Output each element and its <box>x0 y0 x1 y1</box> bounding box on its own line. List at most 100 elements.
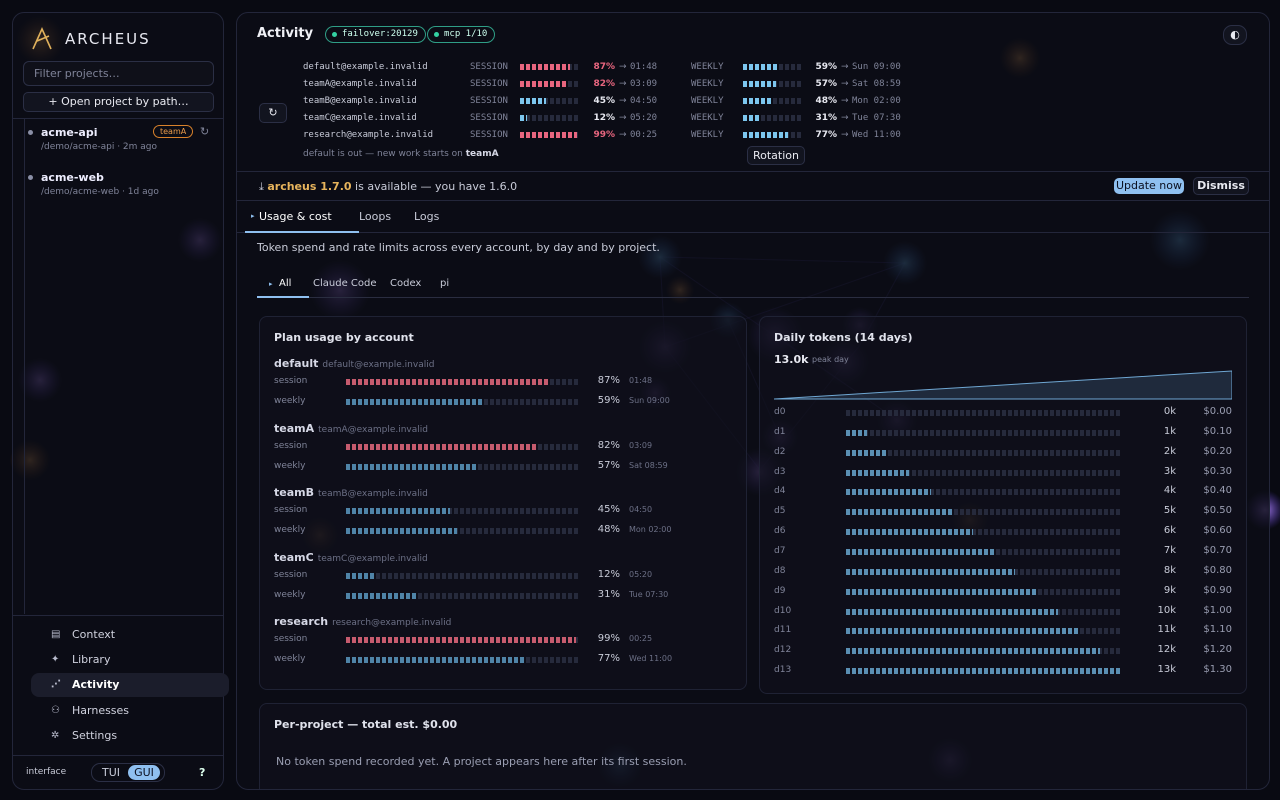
filter-marker: ▸ <box>269 280 273 288</box>
weekly-label: WEEKLY <box>691 96 724 106</box>
refresh-icon[interactable]: ↻ <box>200 125 210 138</box>
weekly-pct: 59% <box>597 395 620 406</box>
weekly-label: weekly <box>274 460 306 471</box>
day-label: d7 <box>774 545 786 556</box>
cost-label: $0.80 <box>1203 564 1232 576</box>
status-badge: mcp 1/10 <box>427 26 496 43</box>
session-label: session <box>274 440 308 451</box>
divider <box>237 232 1269 233</box>
token-bar <box>846 588 1037 595</box>
filter-tab[interactable]: Codex <box>390 278 422 289</box>
day-label: d5 <box>774 506 786 517</box>
main: Activity failover:20129 mcp 1/10 ◐ ↻ def… <box>236 12 1270 790</box>
sparkline-area <box>774 370 1232 400</box>
token-bar <box>846 529 973 536</box>
session-reset: 05:20 <box>629 569 653 579</box>
update-notice: ⤓ archeus 1.7.0 is available — you have … <box>259 180 517 194</box>
token-bar-track <box>846 588 1121 595</box>
help-button[interactable]: ? <box>199 766 206 779</box>
nav-item[interactable]: ⋰ Activity <box>31 673 229 697</box>
project-name[interactable]: acme-web <box>41 171 104 184</box>
weekly-reset: Wed 11:00 <box>852 130 901 140</box>
weekly-pct: 48% <box>815 96 837 106</box>
weekly-label: WEEKLY <box>691 62 724 72</box>
reset-arrow: → <box>619 79 627 89</box>
nav-label: Context <box>72 628 116 641</box>
dismiss-button[interactable]: Dismiss <box>1193 177 1249 195</box>
session-reset: 05:20 <box>630 113 658 123</box>
token-bar <box>846 628 1079 635</box>
plus-icon: + <box>48 95 62 108</box>
token-label: 5k <box>1163 505 1176 517</box>
theme-button[interactable]: ◐ <box>1223 25 1247 45</box>
project-name[interactable]: acme-api <box>41 126 98 139</box>
toggle-option[interactable]: TUI <box>101 766 120 779</box>
weekly-reset: Mon 02:00 <box>852 96 901 106</box>
tree-line <box>24 119 25 614</box>
nav-icon: ✦ <box>51 654 60 665</box>
session-bar-track <box>346 637 578 643</box>
tab[interactable]: Usage & cost <box>259 210 332 223</box>
open-project-button[interactable]: + Open project by path… <box>23 92 214 112</box>
nav-label: Harnesses <box>72 704 130 717</box>
note-text: default is out — new work starts on <box>303 149 463 159</box>
account-email: teamB@example.invalid <box>303 96 417 106</box>
divider <box>257 297 1249 298</box>
update-version: archeus 1.7.0 <box>267 180 352 193</box>
nav-item[interactable]: ▤ Context <box>31 623 229 647</box>
weekly-bar-track <box>743 64 801 70</box>
token-label: 9k <box>1163 584 1176 596</box>
session-bar <box>520 98 547 104</box>
token-bar <box>846 548 995 555</box>
token-bar-track <box>846 548 1121 555</box>
tab-underline <box>245 231 359 233</box>
weekly-label: WEEKLY <box>691 79 724 89</box>
weekly-bar <box>346 463 479 470</box>
weekly-pct: 77% <box>815 130 837 140</box>
session-bar <box>346 508 451 514</box>
nav-item[interactable]: ⚇ Harnesses <box>31 699 229 723</box>
nav-item[interactable]: ✲ Settings <box>31 724 229 748</box>
refresh-button[interactable]: ↻ <box>259 103 287 123</box>
filter-tab[interactable]: All <box>279 278 292 289</box>
weekly-label: WEEKLY <box>691 113 724 123</box>
cost-label: $1.20 <box>1203 644 1232 656</box>
weekly-reset: Sun 09:00 <box>629 396 670 405</box>
session-reset: 04:50 <box>629 505 653 514</box>
session-pct: 12% <box>597 568 620 580</box>
update-button[interactable]: Update now <box>1114 178 1184 194</box>
rotation-button[interactable]: Rotation <box>747 146 805 165</box>
weekly-reset: Tue 07:30 <box>629 589 669 599</box>
weekly-label: weekly <box>274 396 306 406</box>
account-email: teamA@example.invalid <box>318 424 428 435</box>
session-bar-track <box>520 115 578 121</box>
session-bar-track <box>520 132 578 138</box>
filter-tab[interactable]: Claude Code <box>313 278 377 289</box>
weekly-pct: 59% <box>815 62 837 72</box>
weekly-pct: 48% <box>597 524 620 535</box>
tab[interactable]: Loops <box>359 210 392 223</box>
weekly-label: weekly <box>274 589 306 600</box>
sidebar: ARCHEUS Filter projects… + Open project … <box>12 12 229 790</box>
filter-placeholder: Filter projects… <box>34 67 120 80</box>
note-target: teamA <box>465 149 499 159</box>
token-bar-track <box>846 449 1121 456</box>
nav-label: Settings <box>72 729 118 742</box>
reset-arrow: → <box>841 130 849 140</box>
weekly-pct: 31% <box>815 113 837 123</box>
toggle-option-active[interactable]: GUI <box>128 765 160 780</box>
day-label: d12 <box>774 645 792 656</box>
session-bar-track <box>520 81 578 87</box>
account-heading: teamA teamA@example.invalid <box>274 422 428 435</box>
description: Token spend and rate limits across every… <box>257 241 660 254</box>
weekly-bar <box>346 399 483 405</box>
cost-label: $0.60 <box>1203 525 1232 537</box>
filter-tab[interactable]: pi <box>440 278 450 289</box>
day-label: d3 <box>774 466 786 477</box>
tab[interactable]: Logs <box>414 210 440 223</box>
session-label: session <box>274 634 308 644</box>
logo <box>32 27 52 50</box>
nav-item[interactable]: ✦ Library <box>31 648 229 672</box>
filter-input[interactable]: Filter projects… <box>23 61 214 86</box>
